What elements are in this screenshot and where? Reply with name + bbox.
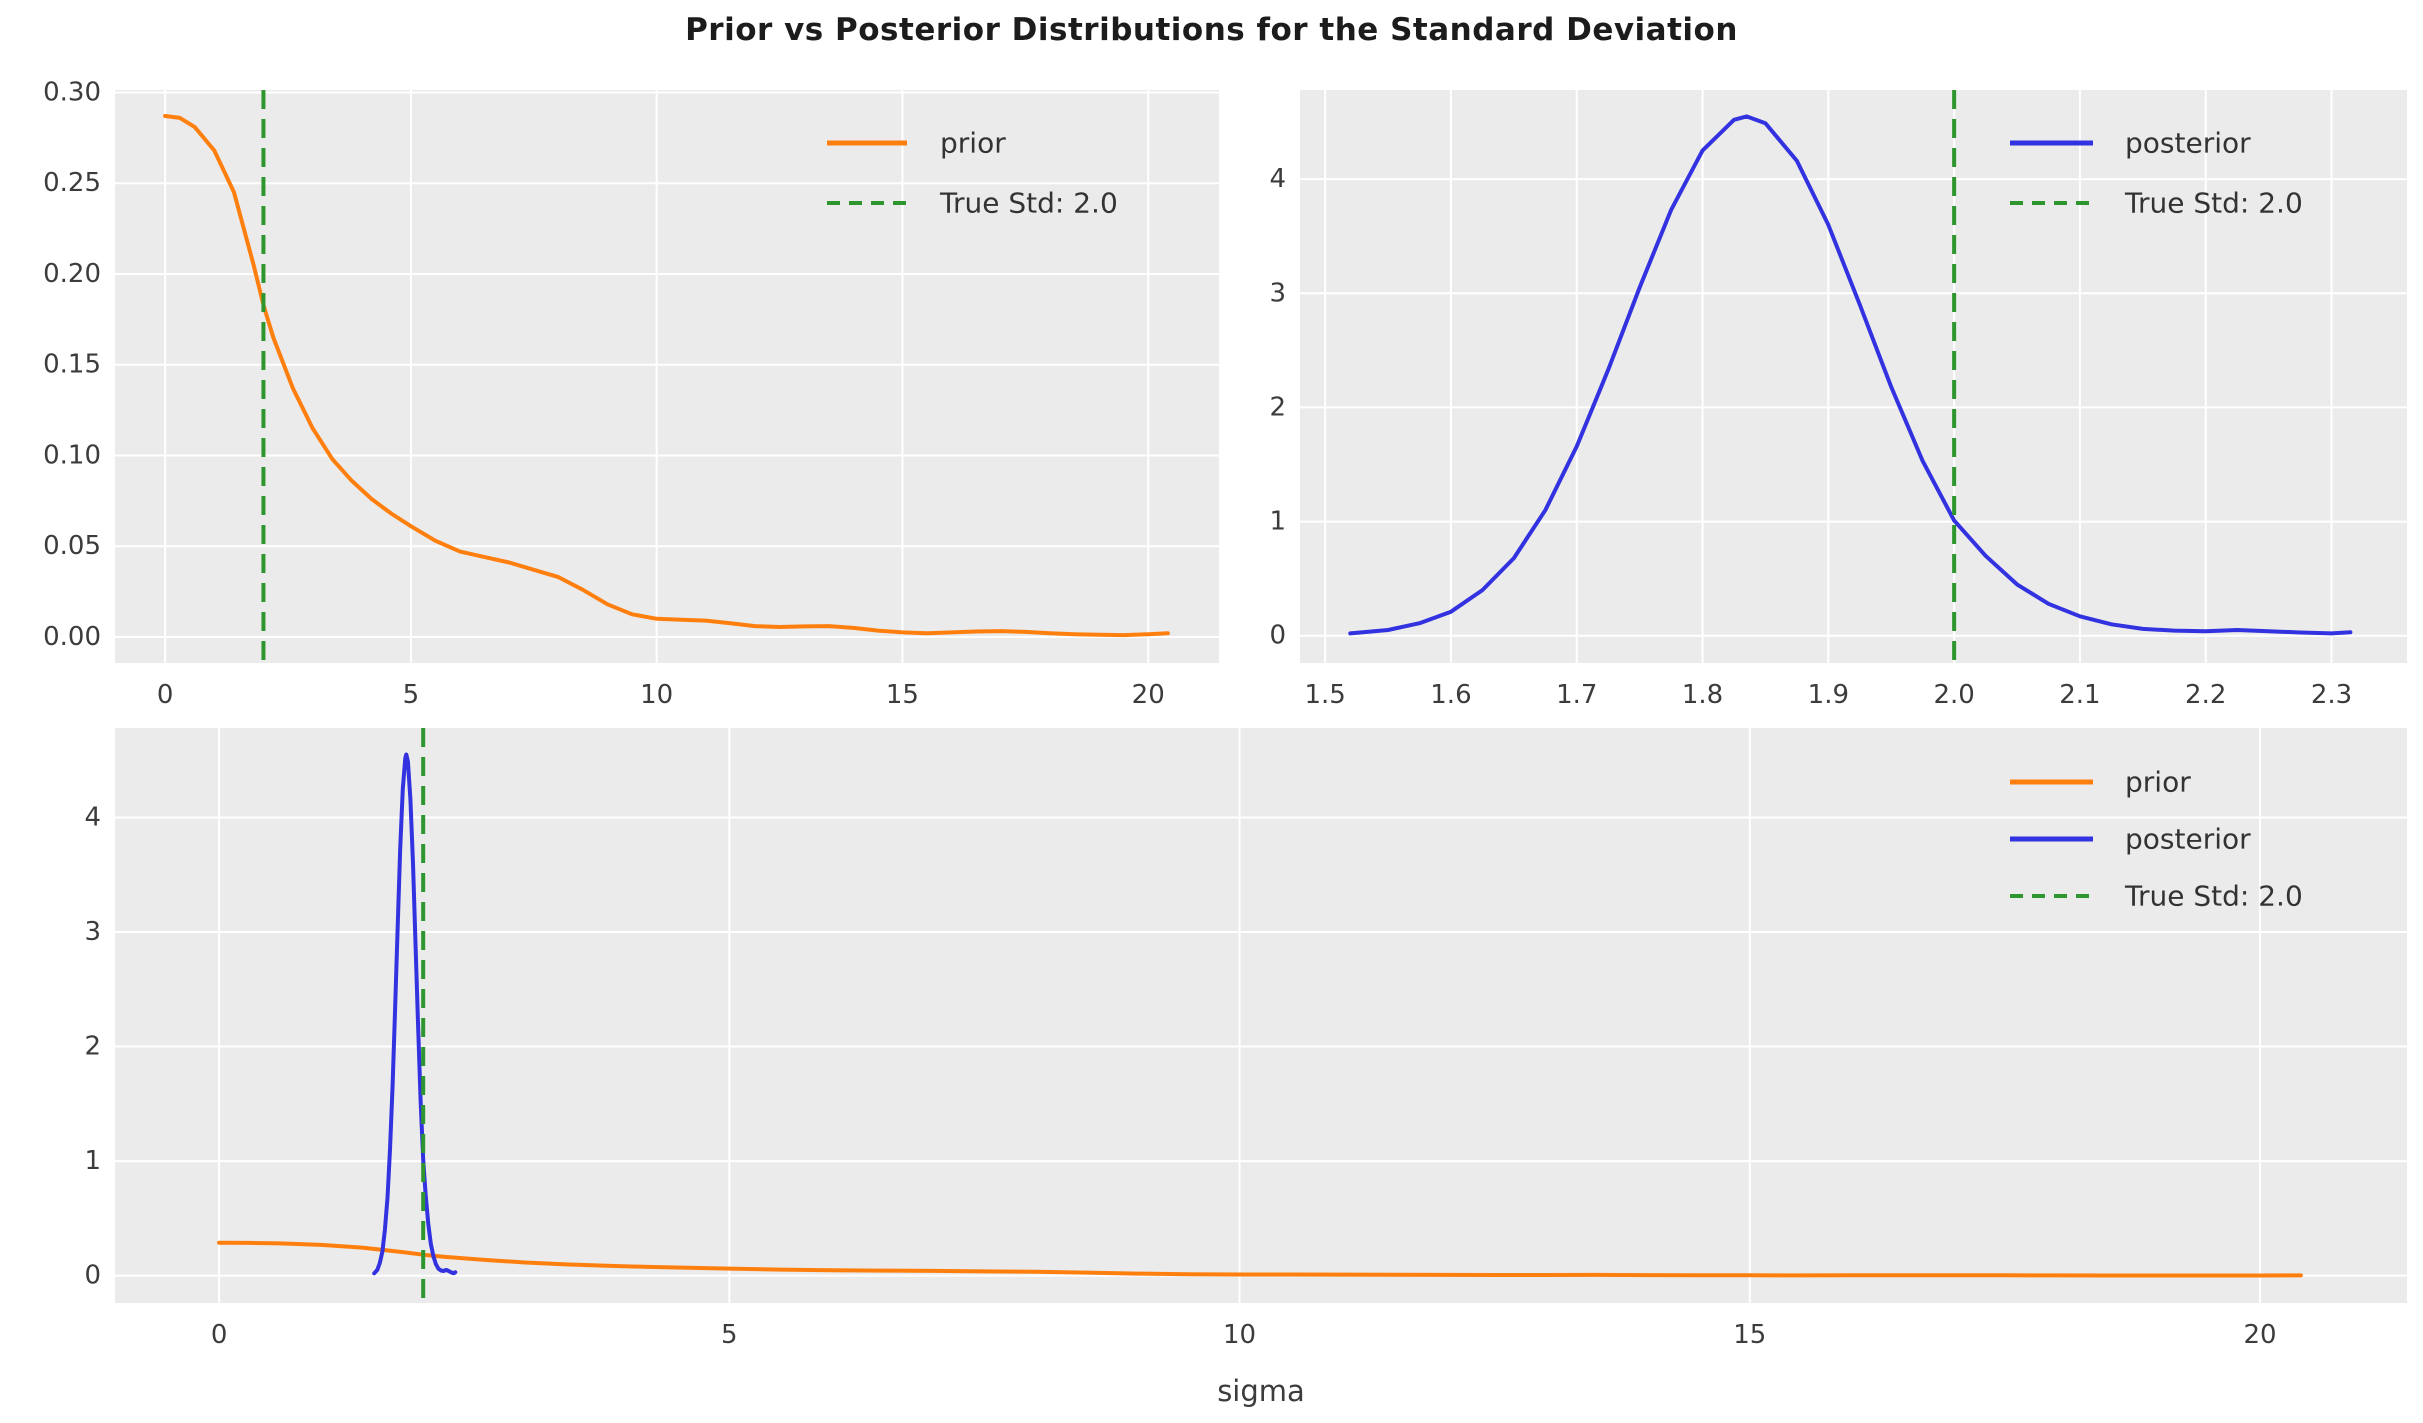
x-axis-label: sigma bbox=[1217, 1374, 1305, 1408]
x-tick-label: 15 bbox=[886, 680, 919, 710]
legend-label: True Std: 2.0 bbox=[2124, 187, 2303, 220]
y-tick-label: 0.15 bbox=[43, 350, 101, 380]
legend-label: True Std: 2.0 bbox=[939, 187, 1118, 220]
subplot-prior: 0 5 10 15 20 0.00 0.05 0.10 0.15 0.20 0.25 0.30 prio… bbox=[0, 60, 1240, 720]
posterior-curve bbox=[372, 752, 458, 1276]
y-tick-label: 0.20 bbox=[43, 259, 101, 289]
prior-curve bbox=[163, 114, 1170, 638]
plot-prior-canvas: 0 5 10 15 20 0.00 0.05 0.10 0.15 0.20 0.25 0.30 prio… bbox=[43, 77, 1219, 710]
legend-label: prior bbox=[2125, 766, 2191, 799]
plot-posterior-canvas: 1.5 1.6 1.7 1.8 1.9 2.0 2.1 2.2 2.3 0 1 2 3 4 posterio… bbox=[1269, 90, 2407, 710]
x-tick-label: 2.3 bbox=[2311, 680, 2352, 710]
x-tick-label: 2.1 bbox=[2059, 680, 2100, 710]
plot-combined-canvas: 0 5 10 15 20 0 1 2 3 4 sigma prior posterior True Std… bbox=[84, 728, 2407, 1408]
y-tick-label: 1 bbox=[1269, 507, 1286, 537]
y-tick-label: 4 bbox=[84, 802, 101, 832]
legend-label: prior bbox=[940, 127, 1006, 160]
x-tick-label: 0 bbox=[211, 1320, 228, 1350]
legend-label: posterior bbox=[2125, 823, 2251, 856]
y-tick-label: 1 bbox=[84, 1146, 101, 1176]
legend: posterior True Std: 2.0 bbox=[2010, 127, 2303, 220]
legend: prior True Std: 2.0 bbox=[827, 127, 1118, 220]
y-tick-label: 0.00 bbox=[43, 622, 101, 652]
x-tick-label: 0 bbox=[157, 680, 174, 710]
x-tick-label: 1.9 bbox=[1808, 680, 1849, 710]
y-tick-label: 0.25 bbox=[43, 168, 101, 198]
y-tick-label: 2 bbox=[84, 1032, 101, 1062]
figure-title: Prior vs Posterior Distributions for the… bbox=[685, 12, 1738, 48]
prior-curve bbox=[217, 1240, 2303, 1278]
x-tick-label: 2.0 bbox=[1933, 680, 1974, 710]
x-tick-label: 20 bbox=[2244, 1320, 2277, 1350]
y-tick-label: 0.05 bbox=[43, 531, 101, 561]
subplot-combined: 0 5 10 15 20 0 1 2 3 4 sigma prior posterior True Std… bbox=[0, 720, 2423, 1423]
posterior-curve bbox=[1348, 114, 2353, 636]
x-tick-label: 5 bbox=[403, 680, 420, 710]
legend-label: posterior bbox=[2125, 127, 2251, 160]
x-tick-label: 5 bbox=[721, 1320, 738, 1350]
y-tick-label: 2 bbox=[1269, 392, 1286, 422]
y-tick-label: 0 bbox=[1269, 621, 1286, 651]
plot-area bbox=[115, 728, 2407, 1303]
y-tick-label: 4 bbox=[1269, 164, 1286, 194]
x-tick-label: 20 bbox=[1132, 680, 1165, 710]
x-tick-label: 1.7 bbox=[1556, 680, 1597, 710]
y-tick-label: 0 bbox=[84, 1261, 101, 1291]
x-tick-label: 10 bbox=[640, 680, 673, 710]
x-tick-label: 1.6 bbox=[1430, 680, 1471, 710]
x-tick-label: 10 bbox=[1223, 1320, 1256, 1350]
x-tick-label: 1.8 bbox=[1682, 680, 1723, 710]
plot-area bbox=[1300, 90, 2407, 663]
x-tick-label: 2.2 bbox=[2185, 680, 2226, 710]
y-tick-label: 3 bbox=[1269, 278, 1286, 308]
plot-area bbox=[115, 90, 1219, 663]
y-tick-label: 0.10 bbox=[43, 440, 101, 470]
legend-label: True Std: 2.0 bbox=[2124, 880, 2303, 913]
subplot-posterior: 1.5 1.6 1.7 1.8 1.9 2.0 2.1 2.2 2.3 0 1 2 3 4 posterio… bbox=[1240, 60, 2423, 720]
y-tick-label: 3 bbox=[84, 917, 101, 947]
legend: prior posterior True Std: 2.0 bbox=[2010, 766, 2303, 913]
y-tick-label: 0.30 bbox=[43, 77, 101, 107]
x-tick-label: 15 bbox=[1733, 1320, 1766, 1350]
x-tick-label: 1.5 bbox=[1304, 680, 1345, 710]
